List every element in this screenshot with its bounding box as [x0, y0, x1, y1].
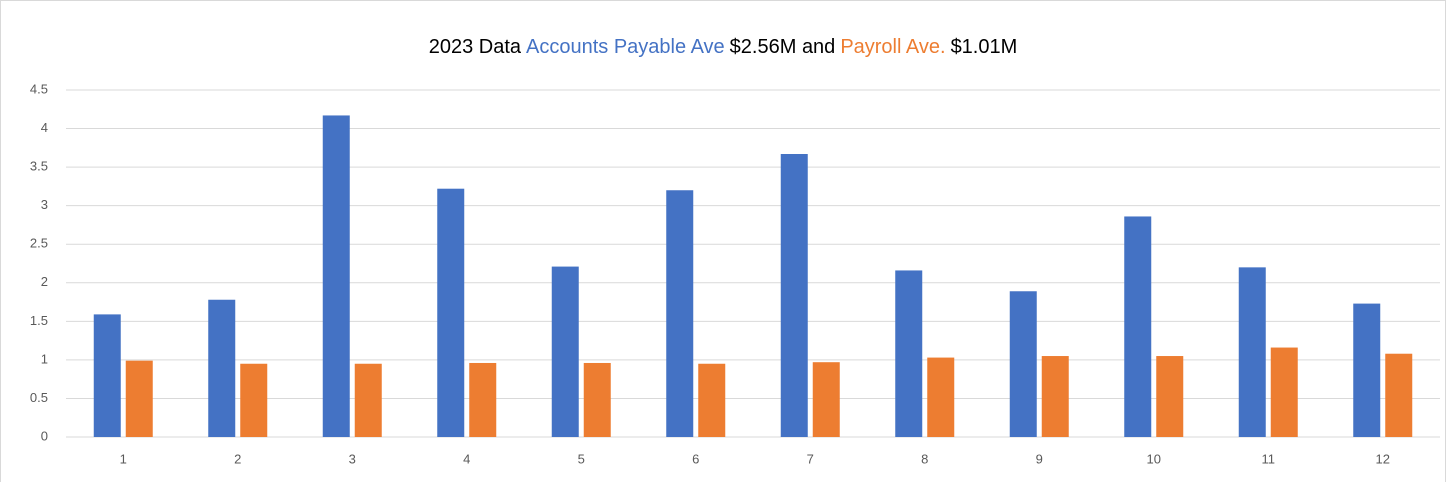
bar	[895, 270, 923, 437]
title-part: $2.56M and	[730, 36, 836, 58]
y-tick-label: 4.5	[30, 81, 48, 96]
x-tick-label: 3	[349, 451, 356, 466]
y-tick-label: 1.5	[30, 313, 48, 328]
bar	[812, 362, 840, 437]
bar	[1156, 356, 1184, 437]
bar	[240, 363, 268, 437]
title-part: 2023 Data	[429, 36, 522, 58]
y-tick-label: 3.5	[30, 159, 48, 174]
x-tick-label: 9	[1036, 451, 1043, 466]
x-tick-label: 6	[692, 451, 699, 466]
bar	[1041, 356, 1069, 437]
bar	[437, 188, 465, 437]
bar	[1009, 291, 1037, 437]
x-tick-label: 8	[921, 451, 928, 466]
y-tick-label: 2	[41, 274, 48, 289]
y-tick-label: 3	[41, 197, 48, 212]
x-tick-label: 12	[1376, 451, 1390, 466]
bar	[125, 360, 153, 437]
y-tick-label: 1	[41, 351, 48, 366]
bar	[666, 190, 694, 437]
bar	[1270, 347, 1298, 437]
x-tick-label: 5	[578, 451, 585, 466]
y-tick-label: 0.5	[30, 390, 48, 405]
chart-title: 2023 Data Accounts Payable Ave $2.56M and P…	[429, 36, 1018, 58]
bar	[1353, 303, 1381, 437]
title-part: Payroll Ave.	[840, 36, 945, 58]
bar	[354, 363, 382, 437]
bar	[780, 154, 808, 437]
bar	[93, 314, 121, 437]
bar	[551, 266, 579, 437]
y-tick-label: 0	[41, 428, 48, 443]
x-tick-label: 1	[120, 451, 127, 466]
y-tick-label: 4	[41, 120, 48, 135]
bar	[469, 362, 497, 437]
title-part: Accounts Payable Ave	[526, 36, 725, 58]
x-tick-label: 4	[463, 451, 470, 466]
bar	[1238, 267, 1266, 437]
title-part: $1.01M	[951, 36, 1018, 58]
x-tick-label: 7	[807, 451, 814, 466]
y-tick-label: 2.5	[30, 236, 48, 251]
bar	[1124, 216, 1152, 437]
bar	[583, 362, 611, 437]
bar	[322, 115, 350, 438]
x-tick-label: 11	[1262, 451, 1276, 466]
x-tick-label: 2	[234, 451, 241, 466]
bar	[1385, 353, 1413, 437]
x-tick-label: 10	[1147, 451, 1161, 466]
bar	[208, 299, 236, 437]
bar	[698, 363, 726, 437]
bar	[927, 357, 955, 437]
